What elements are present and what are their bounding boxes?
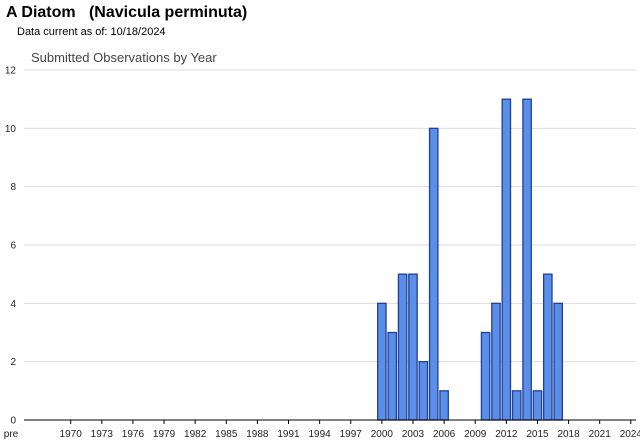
y-tick-label: 6 — [10, 241, 16, 252]
x-tick-label: 1976 — [122, 429, 145, 440]
x-axis-ticks: pre 1970 1973 1976 1979 1982 1985 1988 1991 1994 1… — [4, 420, 640, 440]
bar-2006 — [439, 390, 449, 421]
bar-2000 — [377, 302, 387, 421]
chart-gridlines — [24, 69, 636, 363]
y-tick-label: 10 — [5, 124, 17, 135]
bar-2016 — [542, 273, 553, 421]
bar-2015 — [532, 390, 543, 421]
x-tick-label: 1991 — [277, 429, 300, 440]
x-tick-label: 2009 — [464, 429, 487, 440]
x-tick-label: 1988 — [246, 429, 269, 440]
bar-2014 — [522, 98, 532, 421]
page-title: A Diatom (Navicula perminuta) — [6, 4, 248, 21]
x-tick-label: 1994 — [309, 429, 332, 440]
bar-2002 — [397, 273, 408, 421]
x-tick-label: 2018 — [557, 429, 580, 440]
x-tick-label: 1970 — [60, 429, 83, 440]
bar-2001 — [387, 331, 398, 421]
chart-title: Submitted Observations by Year — [31, 50, 217, 65]
bar-2013 — [511, 390, 522, 421]
x-tick-label: 2000 — [371, 429, 394, 440]
x-tick-label: 2015 — [526, 429, 549, 440]
chart-bars — [377, 98, 564, 421]
x-tick-label: 1982 — [184, 429, 207, 440]
bar-2003 — [408, 273, 418, 421]
bar-2011 — [491, 302, 501, 421]
bar-2012 — [501, 98, 512, 421]
x-tick-label: 1973 — [91, 429, 114, 440]
x-tick-label: 2006 — [433, 429, 456, 440]
y-tick-label: 4 — [10, 299, 16, 310]
y-axis-ticks: 0 2 4 6 8 10 12 — [5, 66, 17, 427]
bar-2004 — [418, 361, 429, 421]
bar-2005 — [428, 127, 439, 421]
y-tick-label: 2 — [10, 357, 16, 368]
x-tick-label: pre — [4, 429, 19, 440]
x-tick-label: 2021 — [589, 429, 612, 440]
y-tick-label: 12 — [5, 66, 17, 77]
y-tick-label: 8 — [10, 182, 16, 193]
x-tick-label: 2003 — [402, 429, 425, 440]
bar-2017 — [553, 302, 564, 421]
x-tick-label: 1997 — [340, 429, 363, 440]
x-tick-label: 2012 — [495, 429, 518, 440]
x-tick-label: 1985 — [215, 429, 238, 440]
x-tick-label: 1979 — [153, 429, 176, 440]
y-tick-label: 0 — [10, 416, 16, 427]
x-tick-label: 2024 — [620, 429, 640, 440]
bar-2010 — [480, 331, 491, 421]
data-current-label: Data current as of: — [17, 26, 108, 38]
data-current-date: 10/18/2024 — [110, 26, 166, 38]
data-current-note: Data current as of: 10/18/2024 — [17, 26, 169, 38]
